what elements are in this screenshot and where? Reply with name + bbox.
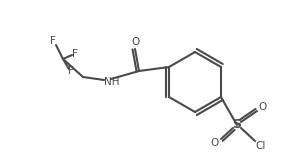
Text: F: F	[68, 66, 74, 76]
Text: S: S	[233, 118, 241, 132]
Text: Cl: Cl	[256, 141, 266, 151]
Text: NH: NH	[104, 77, 120, 87]
Text: O: O	[211, 138, 219, 148]
Text: F: F	[72, 49, 78, 59]
Text: O: O	[131, 37, 139, 47]
Text: O: O	[259, 102, 267, 112]
Text: F: F	[50, 36, 56, 46]
